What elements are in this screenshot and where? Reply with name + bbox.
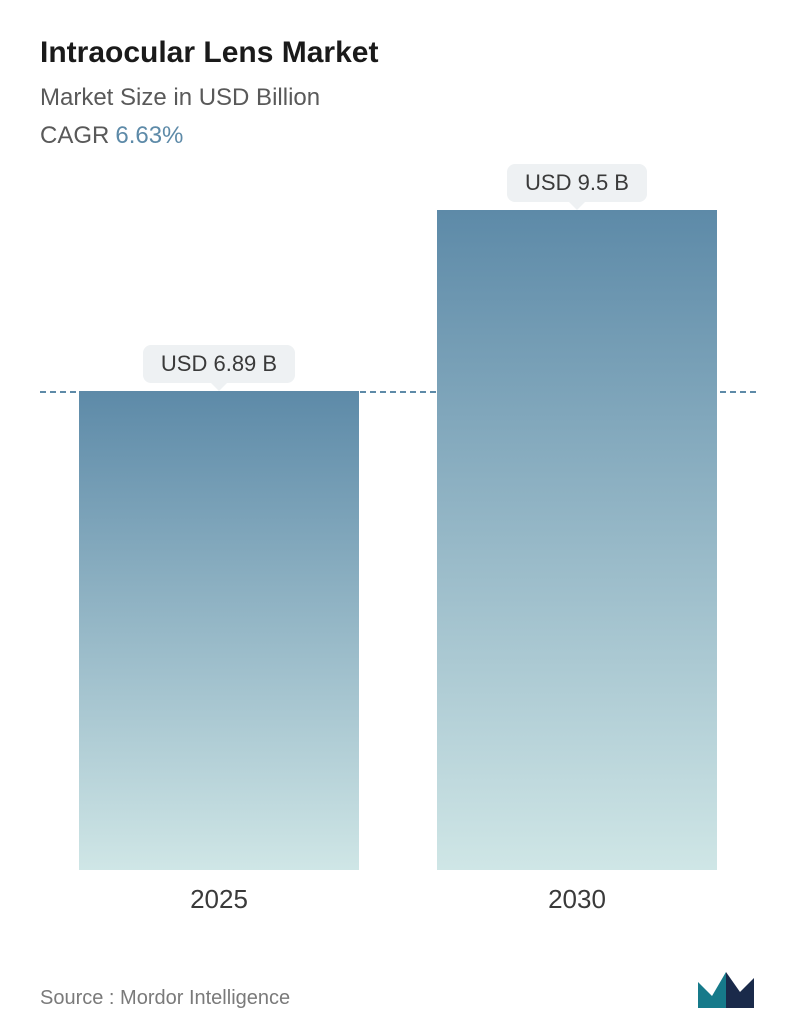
value-label-1: USD 9.5 B	[507, 164, 647, 202]
x-label-1: 2030	[437, 870, 717, 930]
brand-logo-icon	[696, 968, 756, 1010]
bar-0	[79, 391, 359, 870]
chart-subtitle: Market Size in USD Billion	[40, 84, 756, 112]
chart-area: USD 6.89 B USD 9.5 B 2025 2030	[40, 210, 756, 930]
bars-container: USD 6.89 B USD 9.5 B	[40, 210, 756, 870]
bar-1	[437, 210, 717, 870]
value-label-0: USD 6.89 B	[143, 345, 295, 383]
bar-wrap-1: USD 9.5 B	[437, 210, 717, 870]
cagr-label: CAGR	[40, 122, 109, 149]
footer: Source : Mordor Intelligence	[40, 968, 756, 1010]
cagr-row: CAGR6.63%	[40, 122, 756, 150]
cagr-value: 6.63%	[115, 122, 183, 149]
x-label-0: 2025	[79, 870, 359, 930]
bar-wrap-0: USD 6.89 B	[79, 391, 359, 870]
chart-title: Intraocular Lens Market	[40, 36, 756, 70]
source-text: Source : Mordor Intelligence	[40, 987, 290, 1010]
x-axis-labels: 2025 2030	[40, 870, 756, 930]
